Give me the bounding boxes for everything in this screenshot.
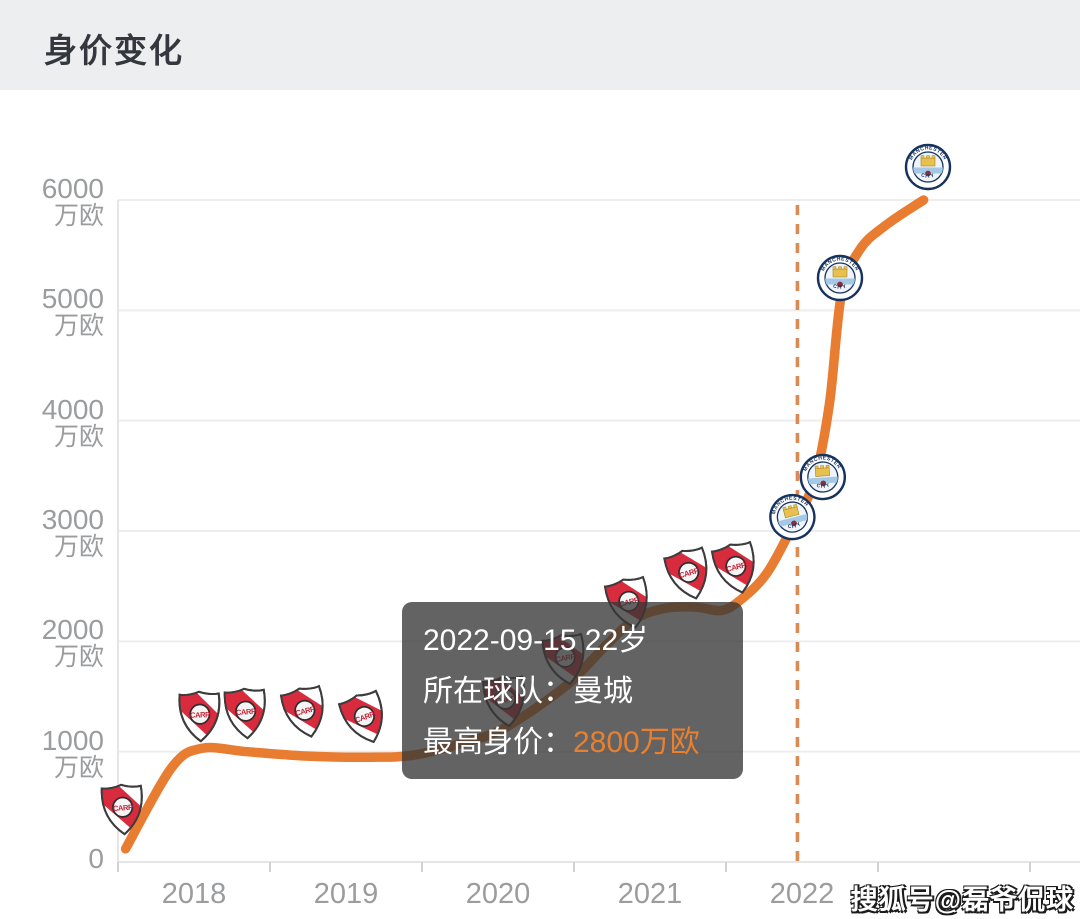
river-plate-badge-marker[interactable]: CARP	[98, 782, 148, 843]
svg-text:CITY: CITY	[832, 284, 848, 291]
man-city-badge-marker[interactable]: MANCHESTER CITY	[904, 143, 952, 196]
svg-text:CITY: CITY	[920, 172, 936, 179]
man-city-badge-marker[interactable]: MANCHESTER CITY	[816, 254, 864, 307]
svg-text:CITY: CITY	[786, 521, 803, 532]
svg-text:CITY: CITY	[816, 482, 832, 491]
tooltip-team-value: 曼城	[573, 675, 633, 708]
tooltip-team: 所在球队：曼城	[423, 666, 743, 717]
svg-text:CARP: CARP	[235, 707, 256, 717]
tooltip-team-label: 所在球队：	[423, 675, 573, 708]
man-city-badge-marker[interactable]: MANCHESTER CITY	[763, 488, 822, 551]
tooltip-value-label: 最高身价：	[423, 726, 573, 759]
svg-text:CARP: CARP	[112, 803, 133, 813]
page-header: 身价变化	[0, 0, 1080, 90]
tooltip-value: 最高身价：2800万欧	[423, 717, 743, 768]
man-city-badge-marker[interactable]: MANCHESTER CITY	[797, 451, 849, 507]
tooltip: 2022-09-15 22岁 所在球队：曼城 最高身价：2800万欧	[402, 602, 743, 779]
page-title: 身价变化	[44, 32, 184, 69]
river-plate-badge-marker[interactable]: CARP	[334, 686, 397, 756]
tooltip-value-number: 2800万欧	[573, 726, 700, 759]
svg-text:CARP: CARP	[190, 710, 210, 720]
river-plate-badge-marker[interactable]: CARP	[277, 681, 336, 748]
river-plate-badge-marker[interactable]: CARP	[707, 537, 766, 604]
river-plate-badge-marker[interactable]: CARP	[221, 686, 271, 747]
watermark: 搜狐号@磊爷侃球	[850, 885, 1074, 915]
tooltip-date-age: 2022-09-15 22岁	[423, 624, 649, 657]
river-plate-badge-marker[interactable]: CARP	[176, 689, 224, 749]
river-plate-badge-marker[interactable]: CARP	[659, 543, 719, 611]
svg-text:CARP: CARP	[295, 704, 317, 718]
